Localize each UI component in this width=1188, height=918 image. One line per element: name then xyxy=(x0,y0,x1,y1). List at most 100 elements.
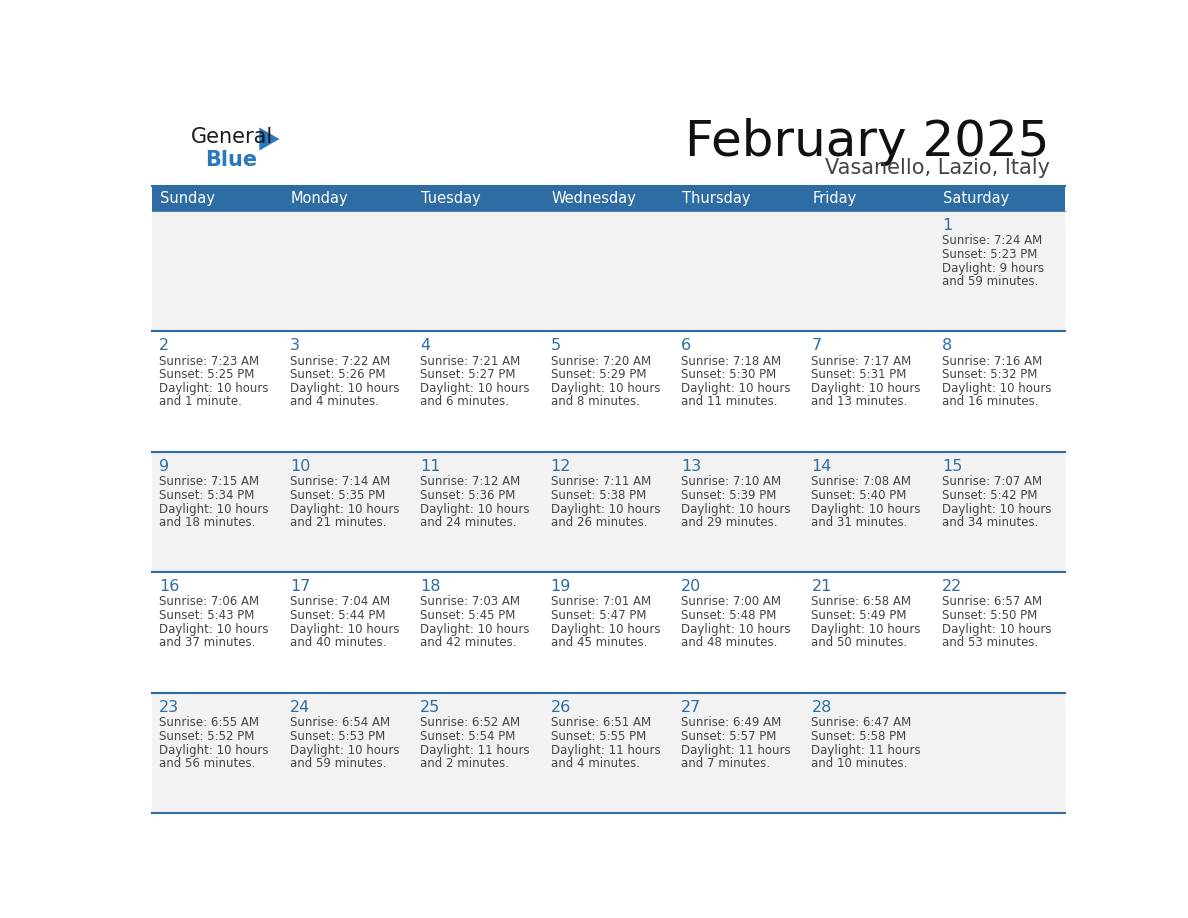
Bar xyxy=(283,211,413,331)
Text: Daylight: 10 hours: Daylight: 10 hours xyxy=(421,623,530,636)
Text: Daylight: 10 hours: Daylight: 10 hours xyxy=(421,503,530,516)
Bar xyxy=(283,452,413,572)
Text: Daylight: 11 hours: Daylight: 11 hours xyxy=(681,744,791,756)
Text: and 53 minutes.: and 53 minutes. xyxy=(942,636,1038,649)
Text: 28: 28 xyxy=(811,700,832,715)
Text: Sunrise: 6:49 AM: Sunrise: 6:49 AM xyxy=(681,716,782,729)
Bar xyxy=(935,185,1066,211)
Text: Daylight: 11 hours: Daylight: 11 hours xyxy=(811,744,921,756)
Text: 18: 18 xyxy=(421,579,441,594)
Text: Sunset: 5:50 PM: Sunset: 5:50 PM xyxy=(942,610,1037,622)
Text: Sunset: 5:48 PM: Sunset: 5:48 PM xyxy=(681,610,777,622)
Text: and 29 minutes.: and 29 minutes. xyxy=(681,516,777,529)
Text: and 11 minutes.: and 11 minutes. xyxy=(681,396,777,409)
Bar xyxy=(674,572,804,693)
Text: 14: 14 xyxy=(811,459,832,474)
Text: Sunset: 5:25 PM: Sunset: 5:25 PM xyxy=(159,368,254,381)
Bar xyxy=(152,693,283,813)
Text: Saturday: Saturday xyxy=(942,191,1009,206)
Bar xyxy=(544,185,674,211)
Text: 19: 19 xyxy=(550,579,571,594)
Text: 15: 15 xyxy=(942,459,962,474)
Bar xyxy=(804,211,935,331)
Text: 8: 8 xyxy=(942,339,952,353)
Bar xyxy=(152,572,283,693)
Text: Sunrise: 7:12 AM: Sunrise: 7:12 AM xyxy=(421,475,520,488)
Bar xyxy=(935,331,1066,452)
Bar xyxy=(935,211,1066,331)
Bar xyxy=(283,331,413,452)
Text: Daylight: 10 hours: Daylight: 10 hours xyxy=(421,382,530,396)
Text: Sunset: 5:55 PM: Sunset: 5:55 PM xyxy=(550,730,646,743)
Bar xyxy=(413,452,544,572)
Text: Daylight: 10 hours: Daylight: 10 hours xyxy=(159,744,268,756)
Text: Sunset: 5:49 PM: Sunset: 5:49 PM xyxy=(811,610,906,622)
Text: Daylight: 10 hours: Daylight: 10 hours xyxy=(290,382,399,396)
Text: and 18 minutes.: and 18 minutes. xyxy=(159,516,255,529)
Text: Blue: Blue xyxy=(206,151,257,170)
Text: 5: 5 xyxy=(550,339,561,353)
Polygon shape xyxy=(259,128,279,151)
Text: and 10 minutes.: and 10 minutes. xyxy=(811,756,908,769)
Text: and 48 minutes.: and 48 minutes. xyxy=(681,636,777,649)
Text: 11: 11 xyxy=(421,459,441,474)
Text: Friday: Friday xyxy=(813,191,857,206)
Text: Sunrise: 7:04 AM: Sunrise: 7:04 AM xyxy=(290,596,390,609)
Text: Wednesday: Wednesday xyxy=(551,191,637,206)
Bar xyxy=(544,572,674,693)
Text: Daylight: 10 hours: Daylight: 10 hours xyxy=(942,503,1051,516)
Text: and 4 minutes.: and 4 minutes. xyxy=(290,396,379,409)
Bar xyxy=(544,452,674,572)
Bar xyxy=(935,572,1066,693)
Text: Sunset: 5:40 PM: Sunset: 5:40 PM xyxy=(811,489,906,502)
Text: Daylight: 10 hours: Daylight: 10 hours xyxy=(550,382,661,396)
Bar xyxy=(413,572,544,693)
Bar xyxy=(935,452,1066,572)
Text: 25: 25 xyxy=(421,700,441,715)
Bar xyxy=(413,185,544,211)
Text: Sunrise: 6:57 AM: Sunrise: 6:57 AM xyxy=(942,596,1042,609)
Text: 23: 23 xyxy=(159,700,179,715)
Text: and 21 minutes.: and 21 minutes. xyxy=(290,516,386,529)
Text: Sunset: 5:44 PM: Sunset: 5:44 PM xyxy=(290,610,385,622)
Text: and 6 minutes.: and 6 minutes. xyxy=(421,396,510,409)
Text: and 16 minutes.: and 16 minutes. xyxy=(942,396,1038,409)
Text: and 50 minutes.: and 50 minutes. xyxy=(811,636,908,649)
Text: Daylight: 10 hours: Daylight: 10 hours xyxy=(550,503,661,516)
Text: Sunrise: 7:06 AM: Sunrise: 7:06 AM xyxy=(159,596,259,609)
Text: Monday: Monday xyxy=(291,191,348,206)
Text: and 8 minutes.: and 8 minutes. xyxy=(550,396,639,409)
Text: Daylight: 9 hours: Daylight: 9 hours xyxy=(942,262,1044,274)
Text: Sunrise: 7:21 AM: Sunrise: 7:21 AM xyxy=(421,354,520,367)
Text: 10: 10 xyxy=(290,459,310,474)
Text: 21: 21 xyxy=(811,579,832,594)
Text: Daylight: 10 hours: Daylight: 10 hours xyxy=(159,503,268,516)
Text: Sunrise: 6:47 AM: Sunrise: 6:47 AM xyxy=(811,716,911,729)
Bar xyxy=(413,693,544,813)
Text: 13: 13 xyxy=(681,459,701,474)
Text: Sunrise: 7:15 AM: Sunrise: 7:15 AM xyxy=(159,475,259,488)
Text: Sunrise: 7:16 AM: Sunrise: 7:16 AM xyxy=(942,354,1042,367)
Text: Sunrise: 7:18 AM: Sunrise: 7:18 AM xyxy=(681,354,782,367)
Text: and 59 minutes.: and 59 minutes. xyxy=(290,756,386,769)
Text: Sunrise: 7:03 AM: Sunrise: 7:03 AM xyxy=(421,596,520,609)
Text: and 56 minutes.: and 56 minutes. xyxy=(159,756,255,769)
Text: Sunset: 5:47 PM: Sunset: 5:47 PM xyxy=(550,610,646,622)
Bar xyxy=(935,693,1066,813)
Bar xyxy=(804,572,935,693)
Bar xyxy=(674,185,804,211)
Bar xyxy=(413,211,544,331)
Text: Daylight: 10 hours: Daylight: 10 hours xyxy=(159,382,268,396)
Text: Sunset: 5:31 PM: Sunset: 5:31 PM xyxy=(811,368,906,381)
Text: 24: 24 xyxy=(290,700,310,715)
Text: and 34 minutes.: and 34 minutes. xyxy=(942,516,1038,529)
Text: Sunset: 5:52 PM: Sunset: 5:52 PM xyxy=(159,730,254,743)
Text: Sunset: 5:30 PM: Sunset: 5:30 PM xyxy=(681,368,776,381)
Text: Sunset: 5:58 PM: Sunset: 5:58 PM xyxy=(811,730,906,743)
Bar xyxy=(804,452,935,572)
Text: Sunrise: 7:08 AM: Sunrise: 7:08 AM xyxy=(811,475,911,488)
Text: and 42 minutes.: and 42 minutes. xyxy=(421,636,517,649)
Text: Sunrise: 7:22 AM: Sunrise: 7:22 AM xyxy=(290,354,390,367)
Text: Sunrise: 7:01 AM: Sunrise: 7:01 AM xyxy=(550,596,651,609)
Bar xyxy=(152,452,283,572)
